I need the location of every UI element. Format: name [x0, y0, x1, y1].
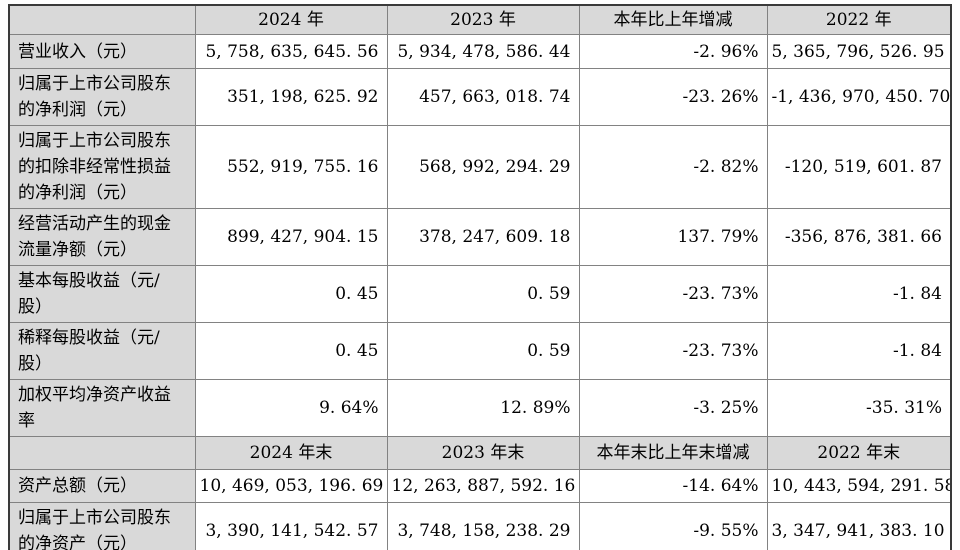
value-cell-2022: -35. 31%	[766, 379, 952, 437]
change-cell: -14. 64%	[578, 469, 768, 503]
value-cell-2023: 0. 59	[386, 265, 580, 323]
value-cell-2024: 5, 758, 635, 645. 56	[194, 34, 388, 69]
corner-cell	[8, 436, 196, 470]
row-label-cell: 营业收入（元）	[8, 34, 196, 69]
value-cell-2022: 10, 443, 594, 291. 58	[766, 469, 952, 503]
financial-summary-table: 2024 年 2023 年 本年比上年增减 2022 年 营业收入（元） 5, …	[8, 4, 952, 550]
col-header-2023: 2023 年	[386, 4, 580, 35]
row-label-cell: 加权平均净资产收益率	[8, 379, 196, 437]
value-cell-2024: 0. 45	[194, 322, 388, 380]
col-header-2022-end: 2022 年末	[766, 436, 952, 470]
row-label-cell: 基本每股收益（元/股）	[8, 265, 196, 323]
value-cell-2024: 351, 198, 625. 92	[194, 68, 388, 126]
table-row-net-assets: 归属于上市公司股东的净资产（元） 3, 390, 141, 542. 57 3,…	[8, 502, 952, 550]
value-cell-2022: 3, 347, 941, 383. 10	[766, 502, 952, 550]
year-header-row: 2024 年 2023 年 本年比上年增减 2022 年	[8, 4, 952, 35]
table-row-weighted-avg-roe: 加权平均净资产收益率 9. 64% 12. 89% -3. 25% -35. 3…	[8, 379, 952, 437]
table-row-net-profit-excl-nonrecurring: 归属于上市公司股东的扣除非经常性损益的净利润（元） 552, 919, 755.…	[8, 125, 952, 209]
change-cell: -3. 25%	[578, 379, 768, 437]
row-label-cell: 归属于上市公司股东的净利润（元）	[8, 68, 196, 126]
value-cell-2023: 378, 247, 609. 18	[386, 208, 580, 266]
value-cell-2024: 0. 45	[194, 265, 388, 323]
value-cell-2024: 3, 390, 141, 542. 57	[194, 502, 388, 550]
value-cell-2024: 10, 469, 053, 196. 69	[194, 469, 388, 503]
value-cell-2022: -1. 84	[766, 265, 952, 323]
value-cell-2022: -356, 876, 381. 66	[766, 208, 952, 266]
value-cell-2022: 5, 365, 796, 526. 95	[766, 34, 952, 69]
col-header-2024-end: 2024 年末	[194, 436, 388, 470]
row-label-cell: 归属于上市公司股东的扣除非经常性损益的净利润（元）	[8, 125, 196, 209]
value-cell-2022: -1, 436, 970, 450. 70	[766, 68, 952, 126]
col-header-yoy-change: 本年比上年增减	[578, 4, 768, 35]
table-row-basic-eps: 基本每股收益（元/股） 0. 45 0. 59 -23. 73% -1. 84	[8, 265, 952, 323]
table-row-total-assets: 资产总额（元） 10, 469, 053, 196. 69 12, 263, 8…	[8, 469, 952, 503]
value-cell-2024: 899, 427, 904. 15	[194, 208, 388, 266]
change-cell: -23. 73%	[578, 322, 768, 380]
change-cell: -23. 73%	[578, 265, 768, 323]
change-cell: -2. 82%	[578, 125, 768, 209]
col-header-yoy-end-change: 本年末比上年末增减	[578, 436, 768, 470]
value-cell-2023: 568, 992, 294. 29	[386, 125, 580, 209]
row-label-cell: 经营活动产生的现金流量净额（元）	[8, 208, 196, 266]
change-cell: -23. 26%	[578, 68, 768, 126]
year-end-header-row: 2024 年末 2023 年末 本年末比上年末增减 2022 年末	[8, 436, 952, 470]
row-label-cell: 稀释每股收益（元/股）	[8, 322, 196, 380]
col-header-2022: 2022 年	[766, 4, 952, 35]
value-cell-2023: 457, 663, 018. 74	[386, 68, 580, 126]
change-cell: -2. 96%	[578, 34, 768, 69]
value-cell-2023: 12. 89%	[386, 379, 580, 437]
row-label-cell: 归属于上市公司股东的净资产（元）	[8, 502, 196, 550]
value-cell-2023: 3, 748, 158, 238. 29	[386, 502, 580, 550]
change-cell: -9. 55%	[578, 502, 768, 550]
change-cell: 137. 79%	[578, 208, 768, 266]
table-row-operating-cash-flow: 经营活动产生的现金流量净额（元） 899, 427, 904. 15 378, …	[8, 208, 952, 266]
table-row-diluted-eps: 稀释每股收益（元/股） 0. 45 0. 59 -23. 73% -1. 84	[8, 322, 952, 380]
value-cell-2023: 5, 934, 478, 586. 44	[386, 34, 580, 69]
table-row-revenue: 营业收入（元） 5, 758, 635, 645. 56 5, 934, 478…	[8, 34, 952, 69]
value-cell-2023: 0. 59	[386, 322, 580, 380]
col-header-2024: 2024 年	[194, 4, 388, 35]
value-cell-2022: -1. 84	[766, 322, 952, 380]
row-label-cell: 资产总额（元）	[8, 469, 196, 503]
value-cell-2024: 9. 64%	[194, 379, 388, 437]
col-header-2023-end: 2023 年末	[386, 436, 580, 470]
value-cell-2023: 12, 263, 887, 592. 16	[386, 469, 580, 503]
corner-cell	[8, 4, 196, 35]
value-cell-2022: -120, 519, 601. 87	[766, 125, 952, 209]
table-row-net-profit: 归属于上市公司股东的净利润（元） 351, 198, 625. 92 457, …	[8, 68, 952, 126]
value-cell-2024: 552, 919, 755. 16	[194, 125, 388, 209]
